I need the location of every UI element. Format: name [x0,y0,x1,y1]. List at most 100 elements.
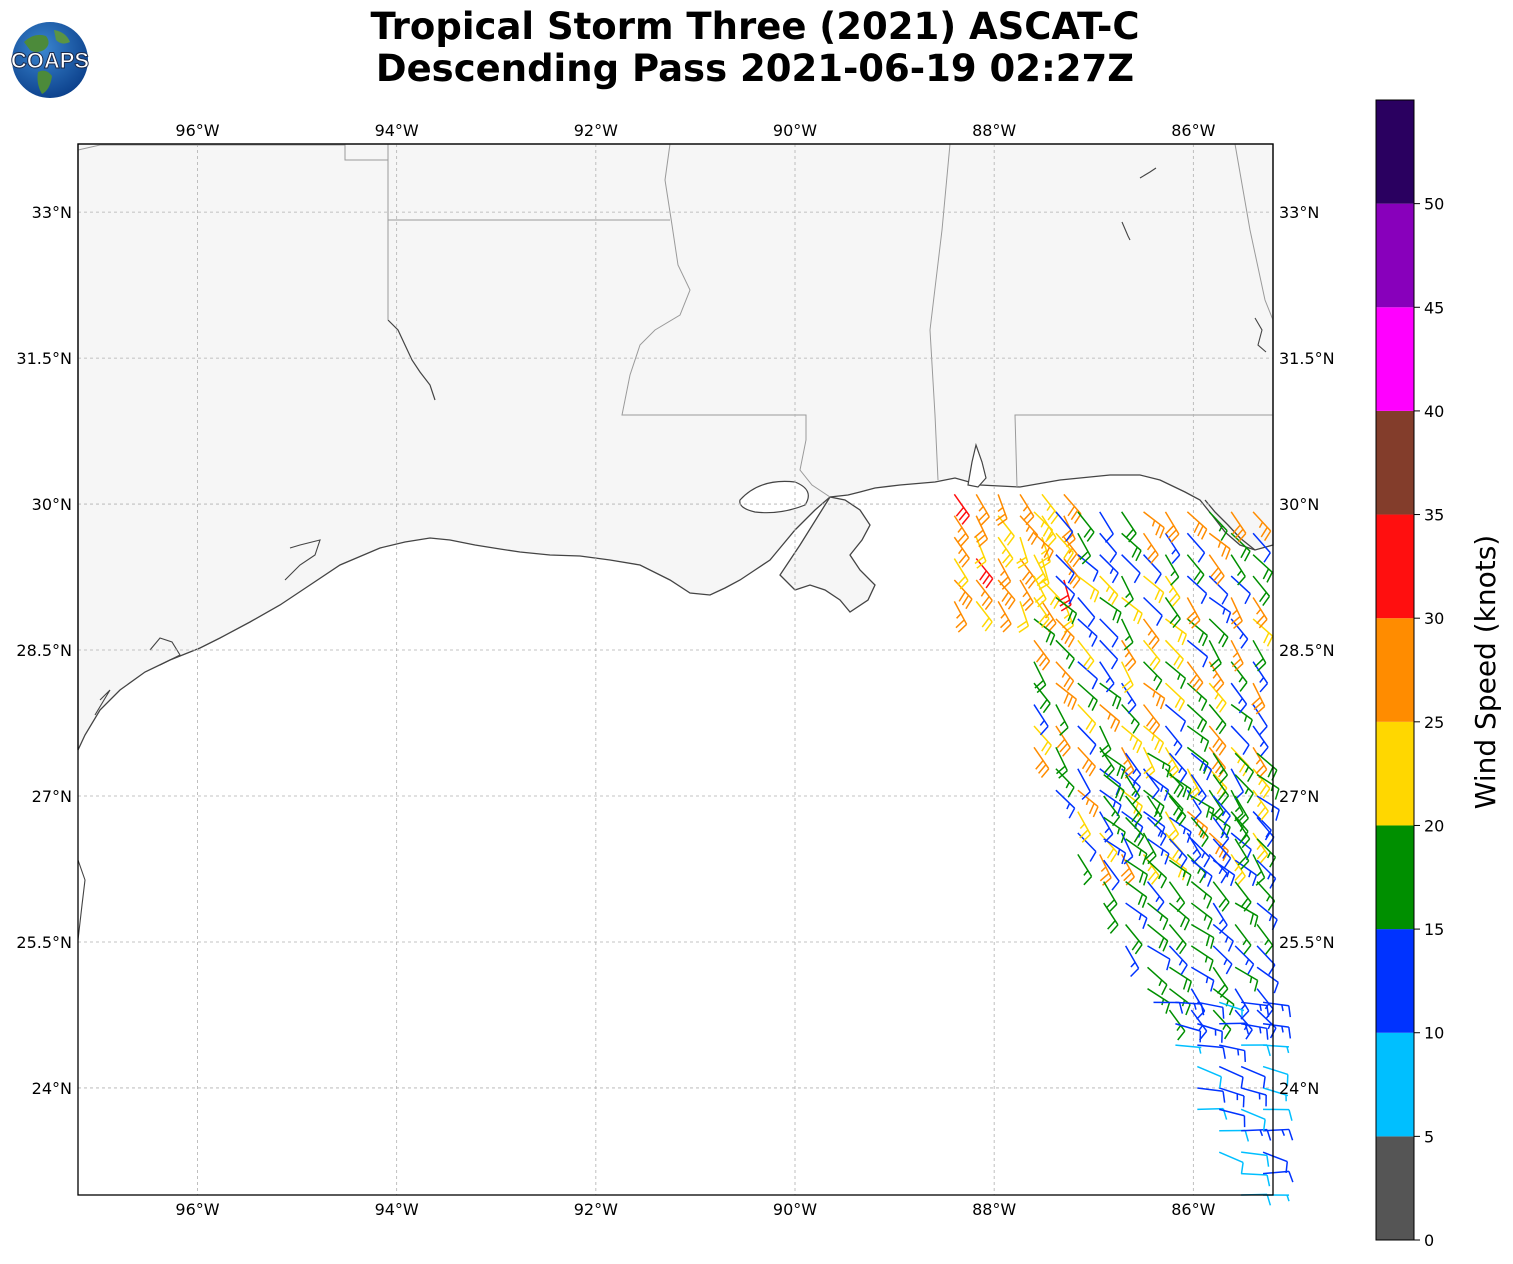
wind-barb [1168,1009,1186,1041]
wind-barb [1147,859,1168,889]
wind-barb [953,493,970,525]
wind-barb [1147,966,1168,996]
wind-barb [1103,859,1120,891]
lon-ticks-top: 96°W 94°W 92°W 90°W 88°W 86°W [175,121,1215,140]
wind-barb [1077,725,1097,755]
wind-barb [1230,554,1246,586]
wind-barb [1262,1001,1292,1018]
lon-tick-label: 96°W [175,121,219,140]
lat-tick-label: 27°N [1279,787,1319,806]
wind-barb [1212,859,1236,887]
wind-barb [1219,1129,1250,1142]
wind-barb [1103,752,1126,780]
wind-barb [953,536,970,568]
lon-tick-label: 92°W [574,1200,618,1219]
wind-barb [1262,1065,1289,1086]
wind-barb [1099,703,1121,733]
lat-tick-label: 25.5°N [16,933,72,952]
wind-barb [1212,966,1229,998]
wind-barb [1197,1001,1225,1019]
colorbar-tick-label: 25 [1424,713,1444,732]
lat-tick-label: 33°N [1279,203,1319,222]
coaps-logo-icon: COAPS [10,22,90,98]
wind-barb [1121,725,1143,754]
wind-barb [1212,795,1231,826]
wind-barb [1164,703,1187,732]
wind-barb [1234,795,1249,828]
wind-barb [975,493,990,526]
wind-barb [1256,966,1279,994]
texas-coast-islands [77,539,321,941]
lat-ticks-right: 33°N 31.5°N 30°N 28.5°N 27°N 25.5°N 24°N [1279,203,1335,1098]
wind-barb [1234,966,1259,992]
wind-barb [1252,618,1274,647]
wind-barb [1186,682,1208,712]
wind-barb [1016,536,1029,569]
wind-barb [1033,746,1050,778]
wind-barb [1175,1023,1202,1043]
colorbar-tick-label: 10 [1424,1024,1444,1043]
wind-barb [953,515,970,547]
lat-tick-label: 33°N [32,203,72,222]
wind-barb [1190,795,1215,821]
wind-barb [1055,618,1075,648]
wind-barb [1197,1087,1226,1103]
wind-barb [1186,511,1208,540]
wind-barb [1099,854,1112,886]
wind-barb [975,600,993,632]
wind-barb [1168,752,1188,783]
wind-barb [1186,575,1208,605]
wind-barb [953,579,973,610]
wind-barb [1120,575,1134,608]
wind-barb [1077,532,1092,565]
wind-barb [1252,811,1272,841]
wind-barb [1143,682,1166,710]
title-line-1: Tropical Storm Three (2021) ASCAT-C [370,5,1140,48]
mississippi-delta [779,496,876,613]
wind-barb [1121,532,1142,562]
wind-barb [1186,725,1210,753]
wind-barb [1146,816,1167,846]
wind-barb [1103,881,1118,913]
wind-barb [1142,618,1160,650]
lat-tick-label: 31.5°N [16,349,72,368]
wind-barb [1241,1128,1272,1141]
wind-barb [1256,924,1274,955]
lon-tick-label: 94°W [375,121,419,140]
lon-tick-label: 88°W [972,1200,1016,1219]
wind-barb [953,601,968,633]
wind-barb [1186,661,1204,693]
wind-barb [1164,597,1181,629]
lat-tick-label: 30°N [1279,495,1319,514]
wind-barb [1230,682,1248,714]
colorbar: 0 5 10 15 20 25 30 35 40 45 50 [1375,99,1444,1250]
border-al-fl [1014,414,1273,488]
wind-barb [975,558,994,589]
wind-barb [1234,774,1254,804]
wind-barb [975,579,993,611]
wind-barb [1186,597,1201,629]
wind-barb [1103,795,1121,827]
wind-barb [1063,558,1081,589]
wind-barb [1077,575,1100,603]
wind-barb [1256,945,1276,975]
lat-ticks-left: 33°N 31.5°N 30°N 28.5°N 27°N 25.5°N 24°N [16,203,72,1098]
wind-barb [1212,945,1233,975]
wind-barb [1121,704,1140,734]
colorbar-bin [1376,618,1414,722]
wind-barb [1142,532,1159,564]
wind-barb [1208,618,1229,648]
wind-barb [1208,554,1225,586]
wind-barb [1241,1022,1269,1040]
wind-barb [1197,1065,1223,1089]
wind-barb [1016,601,1030,633]
wind-barb [1190,752,1213,781]
wind-barb [1190,774,1207,806]
wind-barb [1218,1001,1245,1017]
wind-barb [1055,747,1068,779]
wind-barb [1143,661,1163,691]
colorbar-bin [1376,203,1414,308]
state-borders [77,143,1274,498]
colorbar-bin [1376,307,1414,411]
colorbar-tick-label: 50 [1424,195,1444,214]
